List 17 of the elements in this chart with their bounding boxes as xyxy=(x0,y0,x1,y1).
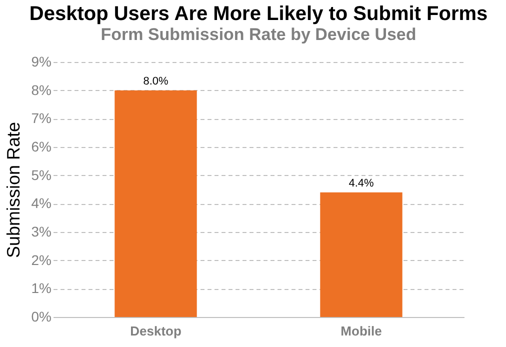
data-label: 8.0% xyxy=(143,75,168,88)
y-tick-label: 2% xyxy=(31,252,52,268)
y-tick-label: 9% xyxy=(31,54,52,70)
x-tick-label: Desktop xyxy=(130,324,182,338)
chart-title: Desktop Users Are More Likely to Submit Forms xyxy=(29,3,488,25)
y-tick-label: 1% xyxy=(31,280,52,296)
y-tick-label: 7% xyxy=(31,110,52,126)
data-label: 4.4% xyxy=(348,177,374,190)
x-tick-label: Mobile xyxy=(340,324,382,338)
y-tick-label: 4% xyxy=(31,195,52,212)
chart-subtitle: Form Submission Rate by Device Used xyxy=(100,25,416,44)
y-tick-label: 0% xyxy=(31,308,52,324)
y-tick-label: 5% xyxy=(31,166,52,183)
y-tick-label: 8% xyxy=(31,82,52,98)
y-tick-label: 6% xyxy=(31,138,52,154)
y-axis-title: Submission Rate xyxy=(3,122,24,258)
y-tick-label: 3% xyxy=(31,224,52,240)
